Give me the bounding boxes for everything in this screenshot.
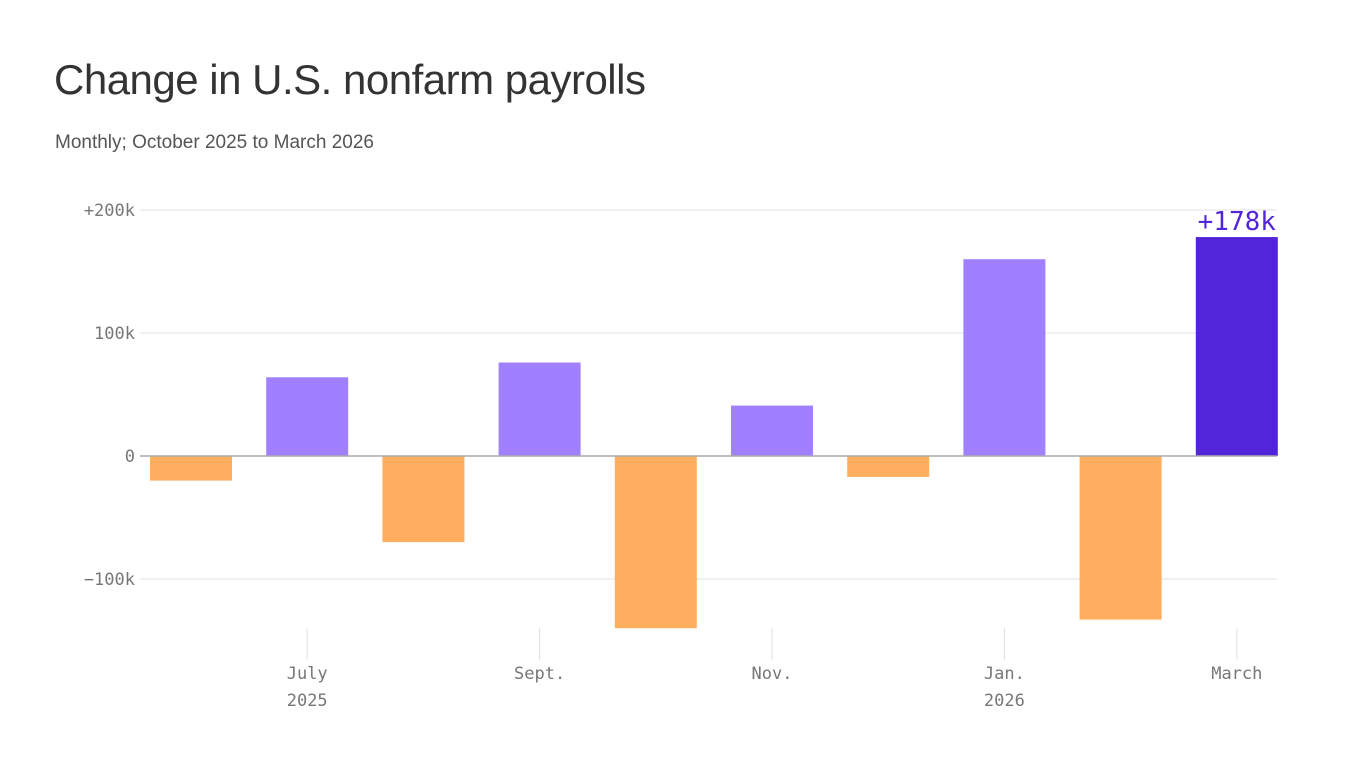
x-tick-sublabel: 2025 [287,691,328,711]
bar-dec-2025 [847,456,930,477]
bar-feb-2026 [1079,456,1162,620]
bar-july-2025 [266,377,349,456]
bar-jan-2026 [963,259,1046,456]
y-tick-label: 0 [125,447,135,467]
chart-subtitle: Monthly; October 2025 to March 2026 [55,132,374,153]
x-tick-label: March [1211,664,1262,684]
y-tick-label: 100k [94,324,135,344]
data-label: +178k [1198,207,1277,237]
bar-june-2025 [150,456,232,481]
bar-aug-2025 [382,456,465,543]
x-tick-sublabel: 2026 [984,691,1025,711]
bar-sept-2025 [498,362,581,456]
x-tick-label: July [287,664,328,684]
y-tick-label: +200k [84,201,135,221]
x-tick-label: Sept. [514,664,565,684]
x-tick-label: Jan. [984,664,1025,684]
bar-oct-2025 [614,456,697,629]
y-tick-label: −100k [84,570,135,590]
chart-title: Change in U.S. nonfarm payrolls [54,56,646,103]
bar-march-2026 [1195,237,1278,456]
bar-nov-2025 [731,405,813,456]
x-tick-label: Nov. [752,664,793,684]
